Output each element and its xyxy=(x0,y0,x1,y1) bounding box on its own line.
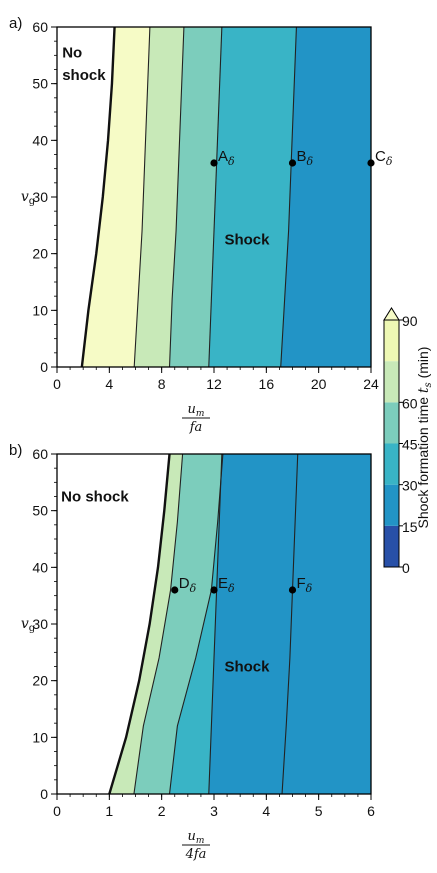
contour-line xyxy=(208,27,223,367)
y-tick-label: 10 xyxy=(32,302,48,318)
region-label: Shock xyxy=(224,232,270,249)
point-marker xyxy=(288,159,297,167)
contour-band xyxy=(208,27,297,367)
y-tick-label: 20 xyxy=(32,673,48,689)
colorbar-extend-arrow xyxy=(383,307,400,321)
contour-band xyxy=(169,454,223,794)
shock-boundary-line xyxy=(80,27,116,367)
point-marker xyxy=(210,159,218,167)
y-tick-label: 60 xyxy=(32,446,48,462)
contour-band xyxy=(280,27,371,367)
point-label: Bδ xyxy=(297,148,314,168)
x-tick-label: 6 xyxy=(367,803,375,819)
y-tick-label: 0 xyxy=(40,359,48,375)
y-tick-label: 10 xyxy=(32,729,48,745)
x-tick-label: 4 xyxy=(105,376,113,392)
colorbar-band xyxy=(384,402,399,444)
point-marker xyxy=(367,159,375,167)
x-tick-label: 2 xyxy=(158,803,166,819)
colorbar-tick-label: 30 xyxy=(402,478,418,494)
colorbar-tick-label: 15 xyxy=(402,519,418,535)
colorbar-band xyxy=(384,525,399,567)
region-label: No xyxy=(62,45,82,62)
plot-area xyxy=(57,27,371,367)
x-axis-label-numerator: um xyxy=(188,402,205,419)
panel-label: b) xyxy=(9,442,22,459)
y-tick-label: 50 xyxy=(32,503,48,519)
x-tick-label: 1 xyxy=(105,803,113,819)
x-tick-label: 24 xyxy=(363,376,379,392)
y-tick-label: 30 xyxy=(32,616,48,632)
colorbar: 0 15 30 45 60 90 Shock formation time ts (min) xyxy=(383,307,434,576)
y-tick-label: 30 xyxy=(32,189,48,205)
point-marker xyxy=(288,586,297,594)
x-axis-label-denominator: fa xyxy=(189,420,203,435)
point-label: Eδ xyxy=(218,575,235,595)
colorbar-band xyxy=(384,361,399,403)
y-tick-label: 40 xyxy=(32,559,48,575)
colorbar-tick-label: 45 xyxy=(402,437,418,453)
region-label: Shock xyxy=(224,659,270,676)
y-tick-label: 40 xyxy=(32,132,48,148)
x-tick-label: 4 xyxy=(262,803,270,819)
point-label: Dδ xyxy=(179,575,197,595)
point-label: Aδ xyxy=(218,148,235,168)
contour-band xyxy=(109,454,183,794)
x-axis-label-numerator: um xyxy=(188,829,205,846)
contour-line xyxy=(208,454,223,794)
panel-label: a) xyxy=(9,15,22,32)
x-tick-label: 3 xyxy=(210,803,218,819)
panel-a: 0 4 8 12 16 20 24 0 10 20 30 40 50 60 a) No shock Shock Aδ… xyxy=(9,15,393,435)
x-axis-label-denominator: 4fa xyxy=(185,847,207,862)
plot-area xyxy=(57,454,371,794)
x-tick-label: 0 xyxy=(53,376,61,392)
x-tick-label: 12 xyxy=(206,376,222,392)
contour-line xyxy=(133,27,151,367)
x-tick-label: 16 xyxy=(259,376,275,392)
x-tick-label: 20 xyxy=(311,376,327,392)
y-axis-label: vg xyxy=(21,616,36,634)
region-label: No shock xyxy=(61,489,129,506)
contour-band xyxy=(169,27,222,367)
y-tick-label: 60 xyxy=(32,19,48,35)
colorbar-tick-label: 60 xyxy=(402,395,418,411)
point-label: Cδ xyxy=(375,148,393,168)
y-tick-label: 0 xyxy=(40,786,48,802)
y-axis-label: vg xyxy=(21,189,36,207)
contour-line xyxy=(168,454,224,794)
contour-band xyxy=(81,27,150,367)
contour-line xyxy=(281,454,299,794)
contour-band xyxy=(133,454,223,794)
contour-line xyxy=(280,27,297,367)
contour-line xyxy=(133,454,184,794)
colorbar-tick-label: 0 xyxy=(402,560,410,576)
contour-band xyxy=(282,454,371,794)
contour-band xyxy=(208,454,298,794)
colorbar-band xyxy=(384,484,399,526)
contour-line xyxy=(168,27,185,367)
colorbar-band xyxy=(384,320,399,362)
y-tick-label: 50 xyxy=(32,76,48,92)
colorbar-tick-label: 90 xyxy=(402,313,418,329)
shock-boundary-line xyxy=(108,454,171,794)
point-marker xyxy=(171,586,179,594)
x-tick-label: 0 xyxy=(53,803,61,819)
y-tick-label: 20 xyxy=(32,246,48,262)
colorbar-label: Shock formation time ts (min) xyxy=(415,347,434,529)
region-label: shock xyxy=(62,67,106,84)
colorbar-band xyxy=(384,443,399,485)
x-tick-label: 8 xyxy=(158,376,166,392)
x-tick-label: 5 xyxy=(315,803,323,819)
point-marker xyxy=(210,586,218,594)
point-label: Fδ xyxy=(297,575,313,595)
